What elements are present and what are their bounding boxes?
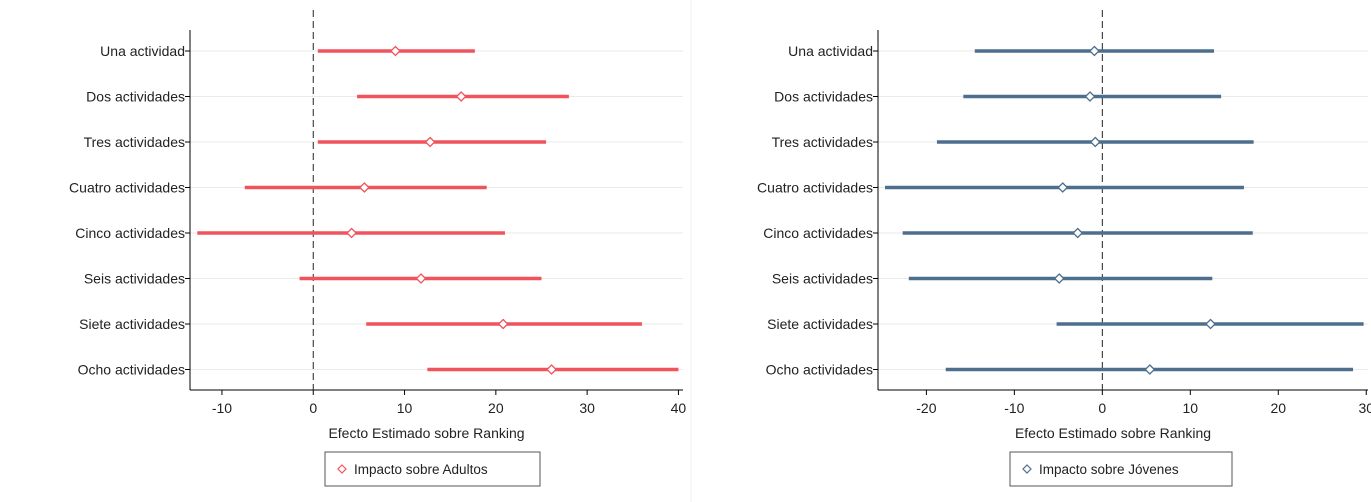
legend: Impacto sobre Adultos: [324, 451, 541, 487]
x-axis-title: Efecto Estimado sobre Ranking: [328, 425, 524, 441]
point-estimate: [389, 45, 401, 57]
legend-box: [1009, 451, 1233, 487]
x-tick-label: 20: [1270, 400, 1286, 416]
point-estimate: [1072, 227, 1084, 239]
x-tick-label: 30: [1358, 400, 1371, 416]
panel-jovenes: -20 -10 0 10 20 30 Una actividad Dos actividade…: [757, 10, 1371, 487]
point-estimate: [1053, 273, 1065, 284]
category-label: Ocho actividades: [766, 362, 873, 378]
category-label: Tres actividades: [84, 134, 185, 150]
category-label: Tres actividades: [772, 134, 873, 150]
point-estimate: [455, 91, 467, 102]
x-tick-label: 10: [1183, 400, 1199, 416]
category-label: Cuatro actividades: [757, 180, 873, 196]
category-label: Cuatro actividades: [69, 180, 185, 196]
point-estimate: [415, 273, 427, 284]
category-label: Cinco actividades: [75, 225, 185, 241]
category-label: Cinco actividades: [763, 225, 873, 241]
point-estimate: [1088, 45, 1100, 57]
category-label: Siete actividades: [767, 316, 873, 332]
x-tick-label: 40: [671, 400, 687, 416]
x-tick-label: 0: [309, 400, 317, 416]
x-tick-label: 10: [397, 400, 413, 416]
legend-marker: [1022, 464, 1032, 474]
point-estimate: [1205, 318, 1216, 330]
x-tick-label: -20: [916, 400, 936, 416]
legend-label: Impacto sobre Adultos: [354, 462, 488, 477]
category-label: Dos actividades: [86, 89, 185, 105]
legend-box: [324, 451, 541, 487]
category-label: Seis actividades: [84, 271, 185, 287]
category-label: Ocho actividades: [78, 362, 185, 378]
point-estimate: [1057, 182, 1069, 193]
x-tick-label: -10: [1004, 400, 1024, 416]
point-estimate: [546, 364, 557, 375]
point-estimate: [346, 227, 358, 239]
point-estimate: [1089, 136, 1101, 148]
point-estimate: [424, 136, 436, 148]
x-tick-label: 30: [579, 400, 595, 416]
category-label: Una actividad: [100, 43, 185, 59]
legend-label: Impacto sobre Jóvenes: [1039, 462, 1179, 477]
point-estimate: [1084, 91, 1096, 102]
category-label: Siete actividades: [79, 316, 185, 332]
x-tick-label: 0: [1098, 400, 1106, 416]
legend: Impacto sobre Jóvenes: [1009, 451, 1233, 487]
point-estimate: [358, 182, 370, 193]
panel-adultos: -10 0 10 20 30 40 Una actividad Dos actividades…: [69, 10, 687, 487]
point-estimate: [497, 318, 509, 330]
category-label: Dos actividades: [774, 89, 873, 105]
x-tick-label: 20: [488, 400, 504, 416]
category-label: Una actividad: [788, 43, 873, 59]
category-label: Seis actividades: [772, 271, 873, 287]
point-estimate: [1144, 364, 1156, 375]
x-axis-title: Efecto Estimado sobre Ranking: [1015, 425, 1211, 441]
legend-marker: [337, 464, 347, 474]
x-tick-label: -10: [212, 400, 232, 416]
